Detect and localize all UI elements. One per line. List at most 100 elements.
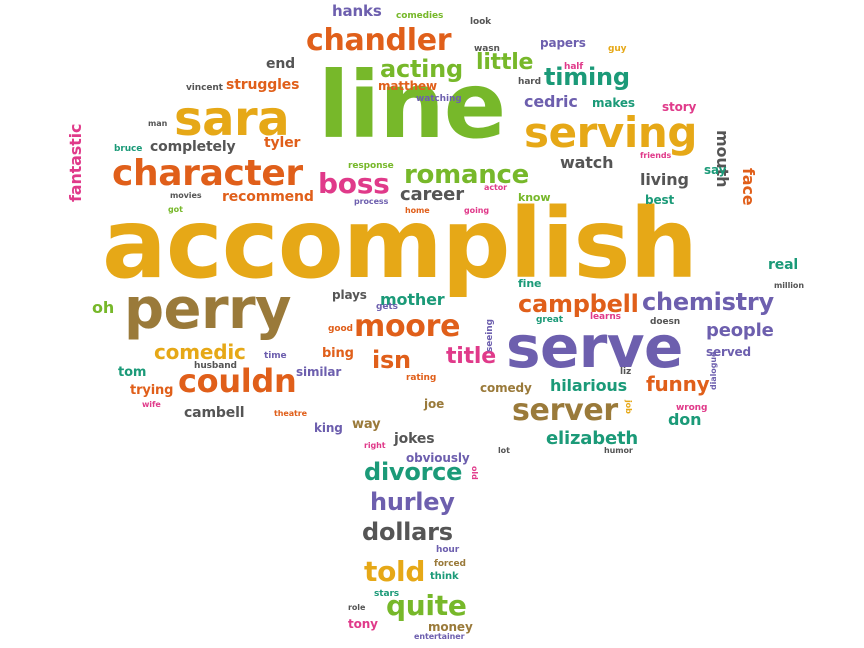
word-served: served — [706, 345, 752, 359]
word-tyler: tyler — [264, 135, 301, 151]
word-story: story — [662, 100, 697, 114]
word-accomplish: accomplish — [102, 188, 698, 300]
word-right: right — [364, 441, 386, 450]
word-recommend: recommend — [222, 189, 314, 205]
word-tony: tony — [348, 617, 378, 631]
word-end: end — [266, 56, 296, 72]
word-chemistry: chemistry — [642, 288, 774, 316]
word-quite: quite — [386, 589, 467, 622]
word-title: title — [446, 344, 496, 369]
word-husband: husband — [194, 361, 237, 371]
word-rating: rating — [406, 373, 437, 383]
word-process: process — [354, 197, 389, 206]
word-theatre: theatre — [274, 409, 307, 418]
word-home: home — [405, 206, 430, 215]
word-job: job — [624, 400, 633, 414]
word-stars: stars — [374, 589, 400, 599]
word-moore: moore — [354, 309, 461, 344]
word-comedy: comedy — [480, 381, 532, 395]
word-server: server — [512, 393, 618, 428]
word-humor: humor — [604, 446, 633, 455]
word-gets: gets — [376, 302, 398, 312]
word-joe: joe — [424, 397, 445, 411]
word-learns: learns — [590, 312, 621, 322]
word-mouth: mouth — [713, 130, 732, 188]
word-people: people — [706, 320, 774, 341]
word-best: best — [645, 193, 675, 207]
word-entertainer: entertainer — [414, 632, 465, 641]
word-way: way — [352, 417, 381, 432]
word-little: little — [476, 50, 534, 75]
word-watching: watching — [416, 94, 462, 104]
word-isn: isn — [372, 346, 411, 374]
word-hard: hard — [518, 77, 542, 87]
word-matthew: matthew — [378, 79, 438, 93]
word-elizabeth: elizabeth — [546, 428, 639, 449]
word-mother: mother — [380, 290, 445, 309]
word-struggles: struggles — [226, 77, 300, 93]
word-similar: similar — [296, 365, 342, 379]
word-king: king — [314, 421, 343, 435]
word-great: great — [536, 315, 563, 325]
word-cedric: cedric — [524, 92, 578, 111]
word-oh: oh — [92, 298, 115, 317]
word-seeing: seeing — [485, 319, 495, 352]
word-plays: plays — [332, 288, 367, 302]
word-dialogue: dialogue — [709, 351, 718, 390]
word-papers: papers — [540, 36, 586, 50]
word-perry: perry — [124, 277, 292, 342]
word-wife: wife — [142, 400, 161, 409]
word-real: real — [768, 257, 799, 273]
word-role: role — [348, 603, 366, 612]
word-trying: trying — [130, 383, 174, 398]
word-hurley: hurley — [370, 488, 455, 516]
word-response: response — [348, 161, 394, 171]
word-money: money — [428, 620, 473, 634]
word-million: million — [774, 281, 804, 290]
word-comedic: comedic — [154, 340, 246, 364]
word-romance: romance — [404, 160, 530, 190]
word-dollars: dollars — [362, 518, 453, 546]
word-obviously: obviously — [406, 451, 470, 465]
word-doesn: doesn — [650, 317, 681, 327]
word-old: old — [470, 466, 479, 480]
word-actor: actor — [484, 183, 508, 192]
word-hour: hour — [436, 545, 460, 555]
word-tom: tom — [118, 365, 147, 380]
word-know: know — [518, 191, 551, 204]
word-bing: bing — [322, 346, 354, 361]
word-hilarious: hilarious — [550, 376, 627, 395]
word-lot: lot — [498, 446, 510, 455]
word-boss: boss — [318, 167, 390, 200]
word-divorce: divorce — [364, 458, 463, 486]
word-told: told — [364, 555, 426, 588]
word-wasn: wasn — [474, 44, 500, 54]
word-got: got — [168, 205, 183, 214]
word-guy: guy — [608, 44, 627, 54]
word-friends: friends — [640, 151, 672, 160]
word-makes: makes — [592, 96, 635, 110]
word-couldn: couldn — [178, 362, 297, 400]
word-say: say — [704, 163, 727, 177]
word-time: time — [264, 351, 287, 361]
word-campbell: campbell — [518, 290, 639, 318]
word-fantastic: fantastic — [66, 123, 85, 202]
word-half: half — [564, 62, 584, 72]
word-sara: sara — [174, 91, 290, 147]
word-cambell: cambell — [184, 405, 245, 421]
word-fine: fine — [518, 277, 542, 290]
word-comedies: comedies — [396, 11, 444, 21]
word-acting: acting — [380, 55, 463, 83]
word-serve: serve — [506, 313, 683, 381]
word-look: look — [470, 17, 492, 27]
word-funny: funny — [646, 372, 710, 396]
word-career: career — [400, 184, 464, 205]
word-living: living — [640, 170, 689, 189]
word-vincent: vincent — [186, 83, 223, 93]
word-wrong: wrong — [676, 403, 708, 413]
word-bruce: bruce — [114, 144, 143, 154]
word-watch: watch — [560, 153, 614, 172]
word-jokes: jokes — [394, 431, 435, 447]
word-going: going — [464, 206, 489, 215]
